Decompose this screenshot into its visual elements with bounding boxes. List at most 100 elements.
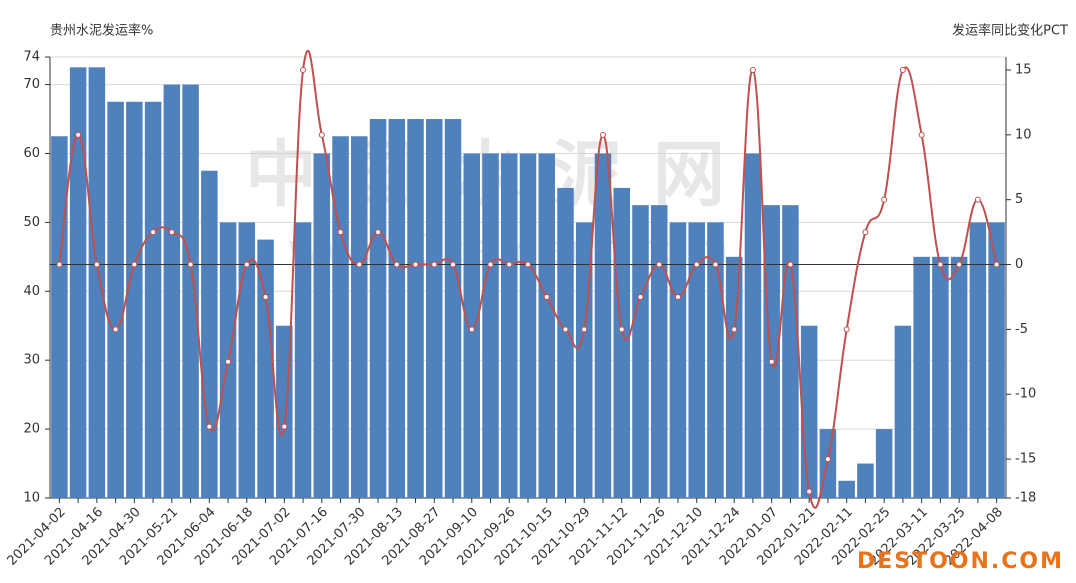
line-point (56, 261, 63, 268)
line-point (525, 261, 531, 268)
line-point (806, 488, 813, 495)
bar (894, 325, 912, 498)
bar (388, 119, 406, 498)
bar (107, 101, 124, 498)
line-point (300, 66, 307, 73)
y2-tick-label: -10 (1015, 387, 1036, 402)
bar (838, 480, 855, 498)
bar (201, 170, 218, 498)
line-point (262, 293, 269, 300)
bar (650, 205, 668, 498)
bar (875, 429, 893, 498)
line-point (993, 261, 1000, 268)
bar (782, 205, 799, 498)
line-point (243, 261, 250, 268)
bar (69, 67, 87, 498)
bar (163, 84, 181, 498)
line-point (637, 293, 644, 300)
line-point (824, 456, 831, 463)
bar (238, 222, 256, 498)
line-point (768, 358, 775, 365)
footer-logo: DESTOON.COM (857, 549, 1064, 574)
y2-axis-title: 发运率同比变化PCT (952, 23, 1068, 39)
line-point (337, 229, 344, 236)
bar (463, 153, 481, 498)
line (58, 49, 998, 509)
line-point (881, 196, 888, 203)
y2-tick-label: -15 (1015, 452, 1036, 467)
y2-tick-label: 0 (1015, 257, 1023, 272)
line-point (281, 423, 288, 430)
line-point (843, 326, 850, 333)
line-point (393, 261, 400, 268)
bar (332, 136, 349, 498)
bar (407, 119, 424, 498)
bar (482, 153, 499, 498)
bar (594, 153, 612, 498)
line-point (599, 131, 606, 138)
bar (707, 222, 724, 498)
line-point (375, 229, 382, 236)
line-point (450, 261, 457, 268)
line-point (468, 326, 475, 333)
bar (950, 256, 968, 498)
line-point (506, 261, 513, 268)
bar (763, 205, 780, 498)
bar (857, 463, 874, 498)
bar (557, 187, 574, 498)
bar (126, 101, 143, 498)
line-point (168, 229, 175, 236)
bar (51, 136, 68, 498)
line-point (918, 131, 925, 138)
line-point (749, 66, 756, 73)
y-tick-label: 30 (23, 353, 40, 368)
y-axis-title: 贵州水泥发运率% (50, 23, 153, 39)
line-point (318, 131, 325, 138)
y-tick-label: 70 (23, 77, 40, 92)
bar (988, 222, 1005, 498)
line-point (562, 326, 569, 333)
line-point (862, 229, 869, 236)
line-point (937, 261, 944, 268)
line-point (543, 293, 550, 300)
line-point (581, 326, 588, 333)
line-point (487, 261, 494, 268)
line-point (431, 261, 438, 268)
line-point (131, 261, 138, 268)
y-tick-label: 10 (23, 491, 40, 506)
line-point (187, 261, 194, 268)
bar (294, 222, 312, 498)
line-point (899, 66, 906, 73)
bar (744, 153, 762, 498)
bar (725, 256, 743, 498)
bar (669, 222, 687, 498)
line-point (974, 196, 981, 203)
y2-tick-label: 5 (1015, 192, 1023, 207)
bar (932, 256, 949, 498)
bar (519, 153, 537, 498)
line-point (225, 358, 232, 365)
line-point (618, 326, 625, 333)
bar (369, 119, 387, 498)
y2-tick-label: 15 (1015, 62, 1032, 77)
y2-tick-label: -5 (1015, 322, 1028, 337)
line-point (412, 261, 419, 268)
bar (444, 119, 462, 498)
y-tick-label: 40 (23, 284, 40, 299)
line-point (674, 293, 681, 300)
y-tick-label: 50 (23, 215, 40, 230)
line-point (712, 261, 719, 268)
line-point (356, 261, 363, 268)
bar (632, 205, 649, 498)
bar (182, 84, 199, 498)
line-point (112, 326, 119, 333)
y2-tick-label: 10 (1015, 127, 1032, 142)
bar (613, 187, 630, 498)
line-point (693, 261, 700, 268)
bar (257, 239, 274, 498)
bar (426, 119, 443, 498)
y-tick-label: 20 (23, 422, 40, 437)
line-point (150, 229, 157, 236)
y-tick-label: 74 (23, 50, 40, 65)
